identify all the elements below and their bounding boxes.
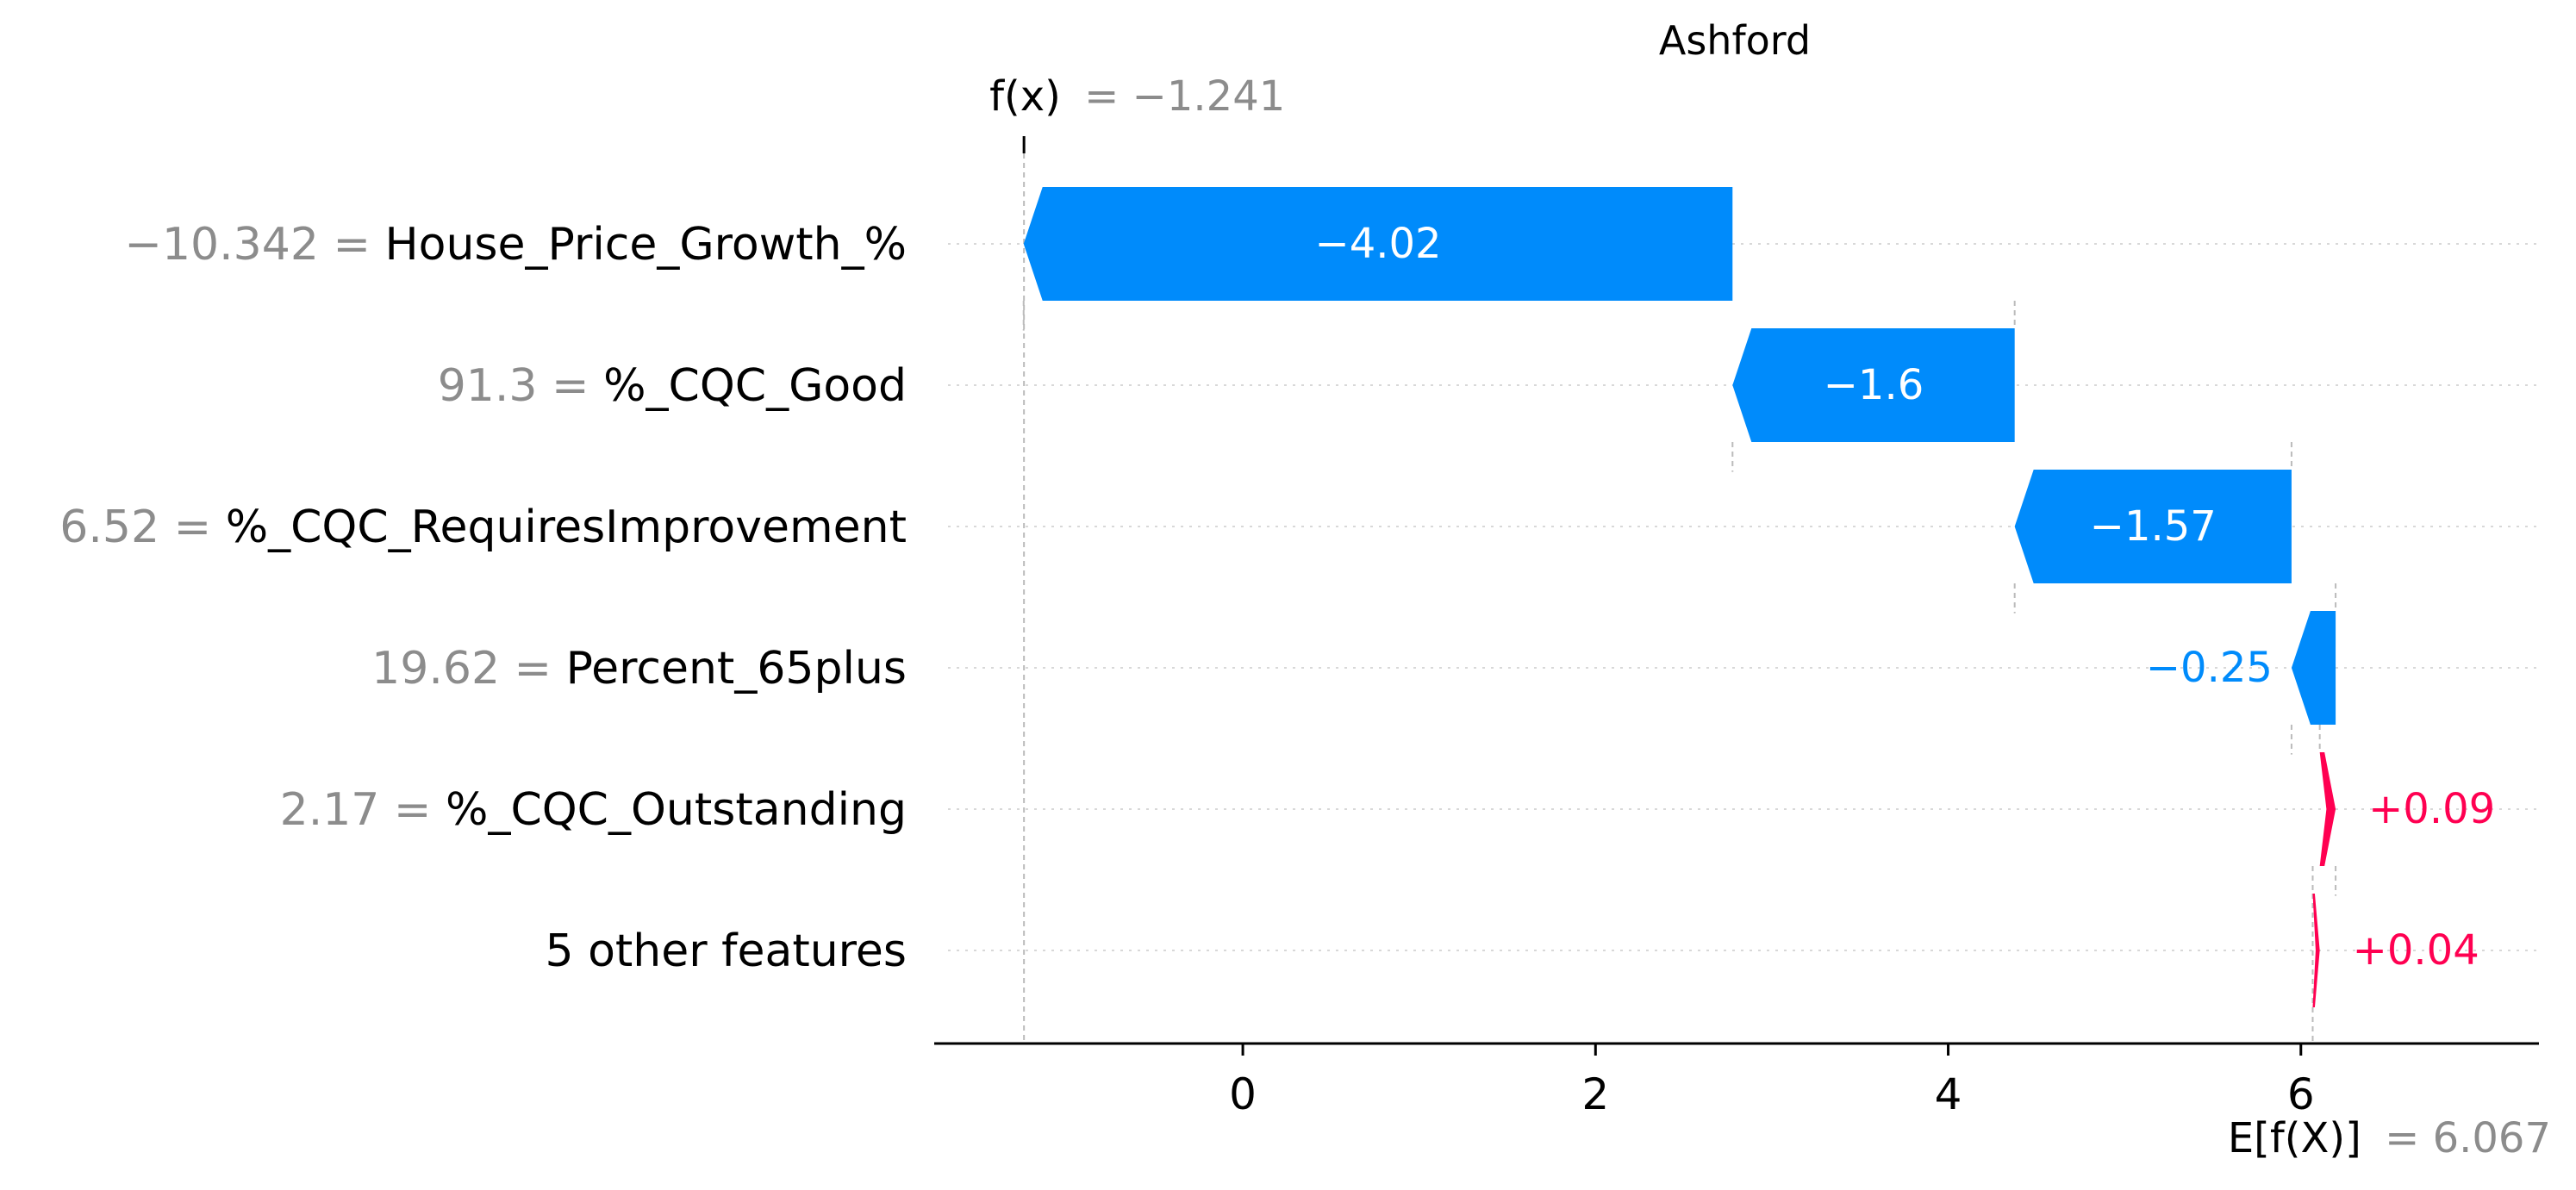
expected-value: = 6.067: [2385, 1114, 2551, 1162]
x-tick-label: 0: [1229, 1069, 1257, 1119]
contribution-label: −1.6: [1824, 361, 1924, 409]
feature-name: %_CQC_Good: [603, 360, 907, 412]
feature-name: %_CQC_RequiresImprovement: [226, 502, 907, 553]
negative-contribution-bar: [2014, 470, 2292, 583]
expected-symbol: E[f(X)]: [2228, 1114, 2361, 1162]
x-tick-label: 4: [1935, 1069, 1962, 1119]
feature-label: 19.62 = Percent_65plus: [371, 643, 907, 695]
label-layer: −4.02 −10.342 = House_Price_Growth_% −1.6 9…: [59, 219, 2495, 977]
positive-contribution-bar: [2312, 894, 2320, 1007]
contribution-label: +0.09: [2368, 785, 2495, 833]
feature-label: 91.3 = %_CQC_Good: [438, 360, 907, 412]
fx-label: f(x) = −1.241: [989, 72, 1285, 121]
bar-layer: [1023, 187, 2336, 1007]
feature-value: 19.62 =: [371, 643, 566, 695]
chart-title: Ashford: [1659, 17, 1811, 64]
feature-value: 6.52 =: [59, 502, 225, 553]
x-tick-label: 6: [2287, 1069, 2315, 1119]
expected-value-label: E[f(X)] = 6.067: [2228, 1114, 2551, 1162]
positive-contribution-bar: [2319, 752, 2336, 866]
guide-layer: [1022, 136, 2337, 1044]
feature-value: 91.3 =: [438, 360, 603, 412]
feature-label: 2.17 = %_CQC_Outstanding: [280, 784, 907, 836]
feature-value: 2.17 =: [280, 784, 446, 836]
grid-layer: [948, 243, 2539, 951]
fx-value: = −1.241: [1084, 72, 1285, 121]
contribution-label: −0.25: [2146, 644, 2273, 692]
feature-name: Percent_65plus: [566, 643, 907, 695]
feature-value: −10.342 =: [124, 219, 384, 271]
feature-name: House_Price_Growth_%: [385, 219, 907, 271]
negative-contribution-bar: [1023, 187, 1733, 301]
feature-label: 6.52 = %_CQC_RequiresImprovement: [59, 502, 907, 553]
fx-symbol: f(x): [989, 72, 1061, 121]
feature-name: %_CQC_Outstanding: [446, 784, 907, 836]
feature-label: −10.342 = House_Price_Growth_%: [124, 219, 907, 271]
x-tick-label: 2: [1581, 1069, 1609, 1119]
feature-name: 5 other features: [545, 925, 907, 977]
negative-contribution-bar: [1732, 328, 2015, 442]
contribution-label: −1.57: [2090, 502, 2217, 551]
axis-layer: 0 2 4 6: [934, 1042, 2539, 1119]
contribution-label: −4.02: [1314, 220, 1441, 268]
contribution-label: +0.04: [2353, 926, 2479, 975]
negative-contribution-bar: [2291, 611, 2336, 725]
feature-label: 5 other features: [545, 925, 907, 977]
